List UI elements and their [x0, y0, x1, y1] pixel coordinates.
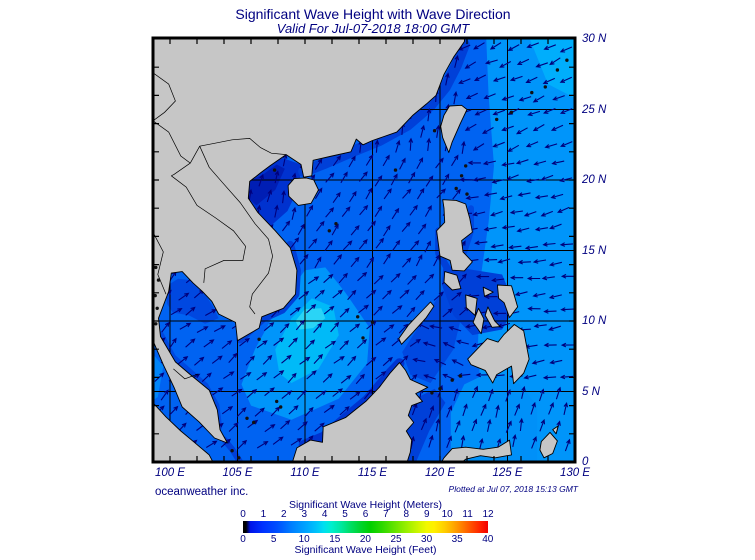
lat-label: 0: [582, 456, 589, 468]
meters-tick: 12: [482, 509, 494, 520]
land-hainan: [287, 177, 319, 206]
lon-label: 120 E: [424, 467, 456, 479]
land-taiwan: [440, 104, 468, 153]
meters-tick: 3: [301, 509, 308, 520]
land-cebu-bohol: [484, 306, 501, 328]
lon-label: 115 E: [357, 467, 388, 479]
feet-tick: 30: [421, 534, 433, 545]
meters-tick: 4: [321, 509, 328, 520]
lon-label: 130 E: [559, 467, 591, 479]
lon-label: 125 E: [492, 467, 523, 479]
meters-tick: 10: [441, 509, 453, 520]
lat-label: 30 N: [582, 33, 607, 45]
map-frame: [151, 36, 577, 464]
land-mainland-asia: [153, 38, 466, 444]
land-halmahera: [539, 431, 558, 459]
land-negros: [472, 307, 485, 335]
small-islands: [153, 58, 569, 460]
page-title: Significant Wave Height with Wave Direct…: [235, 6, 511, 22]
meters-tick: 8: [403, 509, 410, 520]
colorbar-title-feet: Significant Wave Height (Feet): [294, 544, 437, 556]
land-borneo: [291, 362, 429, 462]
lon-label: 100 E: [154, 467, 186, 479]
land-mindanao: [467, 324, 530, 385]
land-mindoro: [443, 271, 462, 291]
land-sumatra: [153, 402, 214, 462]
country-borders: [153, 72, 287, 380]
meters-tick: 5: [342, 509, 348, 520]
credit-text: oceanweather inc.: [155, 486, 249, 498]
land-samar-leyte: [496, 284, 519, 318]
feet-tick: 40: [482, 534, 494, 545]
lat-label: 10 N: [582, 315, 607, 327]
meters-tick: 2: [281, 509, 287, 520]
land-palawan: [398, 301, 435, 345]
feet-tick: 5: [270, 534, 277, 545]
meters-tick: 6: [362, 509, 369, 520]
lat-label: 20 N: [582, 174, 607, 186]
meters-tick: 11: [462, 509, 473, 520]
meters-tick: 1: [260, 509, 267, 520]
lat-label: 25 N: [582, 103, 607, 116]
land-masbate: [482, 286, 494, 297]
land-luzon: [436, 199, 473, 272]
feet-tick: 10: [298, 534, 310, 545]
feet-tick: 0: [240, 534, 246, 545]
landmasses: [153, 38, 559, 462]
feet-tick: 20: [359, 534, 371, 545]
land-panay: [465, 294, 478, 316]
plotted-timestamp: Plotted at Jul 07, 2018 15:13 GMT: [448, 484, 578, 494]
lat-label: 15 N: [582, 244, 607, 257]
meters-tick: 9: [423, 509, 430, 520]
lon-label: 110 E: [290, 467, 320, 479]
meters-tick: 7: [383, 509, 389, 520]
lat-label: 5 N: [582, 385, 600, 398]
axis-tick-marks: [153, 38, 575, 462]
colorbar: [243, 521, 488, 533]
valid-time-subtitle: Valid For Jul-07-2018 18:00 GMT: [276, 21, 470, 36]
land-morotai: [552, 425, 559, 435]
lon-label: 105 E: [222, 467, 253, 479]
feet-tick: 25: [390, 534, 402, 545]
meters-tick: 0: [240, 509, 246, 520]
feet-tick: 35: [451, 534, 463, 545]
colorbar-title-meters: Significant Wave Height (Meters): [288, 499, 443, 511]
feet-tick: 15: [329, 534, 341, 545]
map-layers: [153, 38, 575, 462]
